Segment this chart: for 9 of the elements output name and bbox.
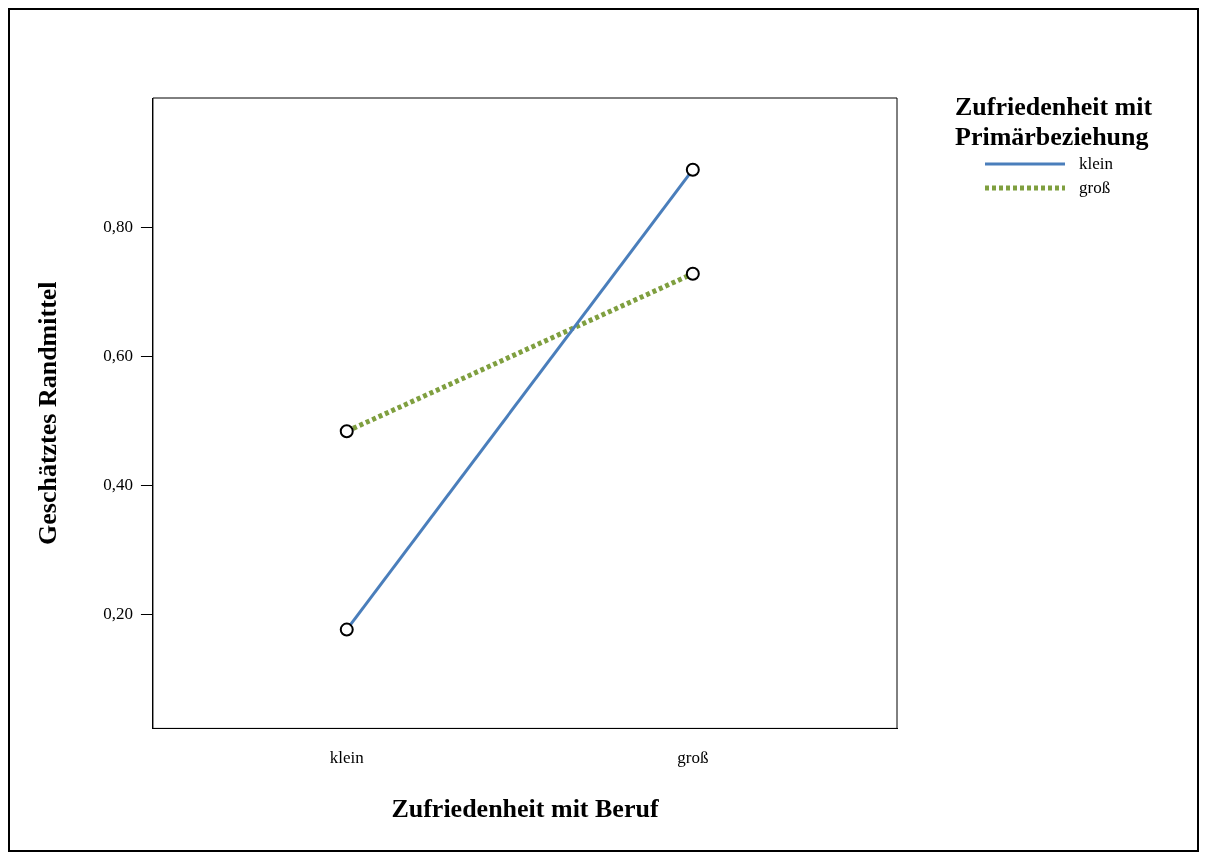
legend-label: klein <box>1079 154 1113 174</box>
legend-label: groß <box>1079 178 1111 198</box>
y-tick-label: 0,40 <box>103 475 133 495</box>
y-axis-title: Geschätztes Randmittel <box>33 281 63 545</box>
legend-title: Zufriedenheit mit Primärbeziehung <box>955 92 1154 152</box>
y-tick-label: 0,80 <box>103 216 133 236</box>
x-axis-title: Zufriedenheit mit Beruf <box>391 794 659 824</box>
y-tick-label: 0,20 <box>103 604 133 624</box>
y-tick-label: 0,60 <box>103 345 133 365</box>
